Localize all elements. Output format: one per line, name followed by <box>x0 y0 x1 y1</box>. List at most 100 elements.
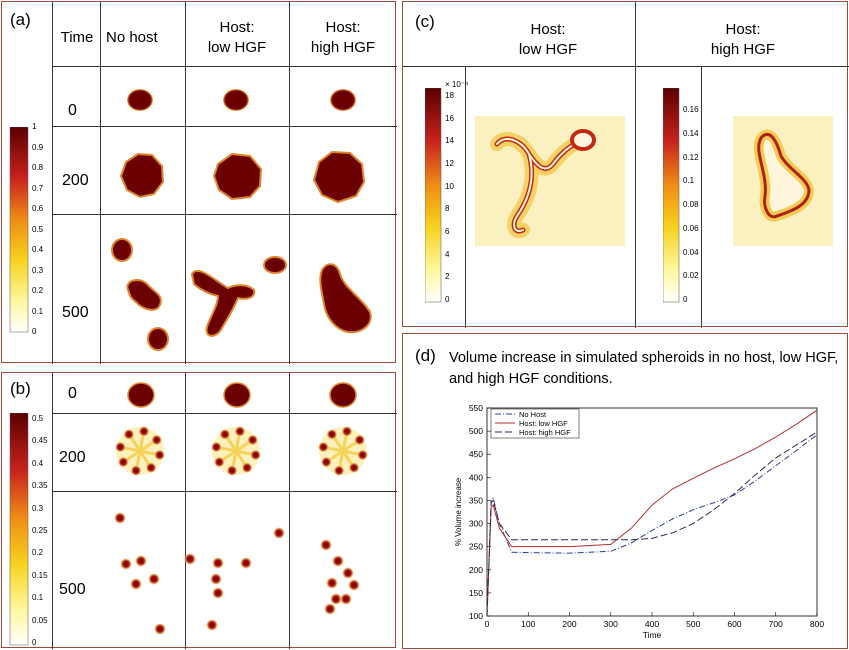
cell-dot <box>324 603 336 615</box>
colorbar-tick-label: 16 <box>445 113 454 123</box>
colorbar-tick-label: 0.04 <box>683 247 699 257</box>
cell-dot <box>148 573 160 585</box>
colorbar-tick-label: 0.14 <box>683 128 699 138</box>
panel-c: (c) Host: low HGF Host: high HGF × 10⁻⁴ … <box>402 1 849 328</box>
divider <box>403 66 849 67</box>
divider <box>289 373 290 649</box>
divider <box>52 413 397 414</box>
col-header-line: high HGF <box>710 41 776 58</box>
hgf-field-high <box>733 116 833 246</box>
spheroid <box>223 89 249 111</box>
legend-label: No Host <box>519 410 547 419</box>
cell-dot <box>135 555 147 567</box>
cell-dot <box>211 442 222 453</box>
colorbar-tick-label: 0.08 <box>683 200 699 209</box>
y-tick-label: 550 <box>469 403 483 413</box>
colorbar-tick-label: 0.5 <box>32 414 44 423</box>
panel-d: (d) Volume increase in simulated spheroi… <box>402 333 848 649</box>
divider <box>52 214 397 215</box>
divider <box>52 126 397 127</box>
y-tick-label: 400 <box>469 472 483 482</box>
colorbar-tick-label: 2 <box>445 272 450 282</box>
colorbar-tick-label: 0.12 <box>683 152 699 162</box>
panel-a-label: (a) <box>10 10 31 29</box>
cell-dot <box>320 539 332 551</box>
colorbar-tick-label: 0.3 <box>32 503 44 513</box>
cell-dot <box>321 457 332 468</box>
col-header-line: Host: <box>530 21 566 38</box>
colorbar-tick-label: 0.4 <box>32 458 44 468</box>
cell-dot <box>115 442 126 453</box>
cell-dot <box>341 426 352 437</box>
cell-dot <box>130 578 142 590</box>
colorbar-tick-label: 0.5 <box>32 224 44 234</box>
cell-dot <box>342 567 354 579</box>
colorbar-tick-label: 0.1 <box>683 176 695 186</box>
divider <box>185 373 186 649</box>
colorbar-tick-label: 10 <box>445 181 454 191</box>
colorbar-tick-label: 0.06 <box>683 223 699 233</box>
y-tick-label: 300 <box>469 519 483 529</box>
y-axis-label: % Volume increase <box>454 477 463 546</box>
colorbar-tick-label: 0.2 <box>32 286 44 295</box>
colorbar-tick-label: 0.16 <box>683 105 699 114</box>
spheroid <box>263 256 287 274</box>
colorbar-tick-label: 0.1 <box>32 306 44 316</box>
colorbar-tick-label: 0.4 <box>32 245 44 254</box>
x-tick-label: 400 <box>645 619 659 629</box>
y-tick-label: 250 <box>469 542 483 552</box>
cell-dot <box>123 429 134 440</box>
cell-dot <box>250 449 261 460</box>
legend-label: Host: high HGF <box>519 428 571 437</box>
plot-area <box>486 407 818 617</box>
panel-b-dots <box>114 382 368 635</box>
divider <box>100 2 101 364</box>
legend-label: Host: low HGF <box>519 419 568 428</box>
col-header-low: Host: low HGF <box>463 20 633 60</box>
panel-d-label: (d) <box>415 346 436 365</box>
col-header-line: Host: <box>325 19 361 36</box>
spheroid <box>212 152 263 201</box>
col-header-line: Host: <box>219 19 255 36</box>
spheroid <box>127 89 153 111</box>
series-line-1 <box>486 409 818 617</box>
colorbar-c2 <box>663 88 680 303</box>
divider <box>635 66 636 328</box>
colorbar-tick-label: 0.6 <box>32 204 44 213</box>
cell-dot <box>120 558 132 570</box>
x-tick-label: 100 <box>521 619 535 629</box>
y-tick-label: 500 <box>469 426 483 436</box>
cell-dot <box>330 593 342 605</box>
divider <box>701 66 702 328</box>
panel-b-label: (b) <box>10 379 31 398</box>
colorbar-exponent: × 10⁻⁴ <box>445 80 469 89</box>
cell-dot <box>210 573 222 585</box>
col-header-nohost: No host <box>106 29 158 46</box>
divider <box>635 2 636 66</box>
spheroid-outline <box>757 133 811 219</box>
cell-dot <box>114 512 126 524</box>
y-tick-label: 100 <box>469 611 483 621</box>
cell-dot <box>334 465 345 476</box>
cell-dot <box>151 434 162 445</box>
col-header-time: Time <box>60 29 94 46</box>
x-tick-label: 800 <box>810 619 824 629</box>
panel-a-blobs <box>111 89 372 351</box>
cell-dot <box>154 623 166 635</box>
spheroid <box>312 150 366 204</box>
divider <box>185 2 186 364</box>
cell-dot <box>340 593 352 605</box>
cell-dot <box>206 619 218 631</box>
col-header-high: Host: high HGF <box>639 20 847 60</box>
time-label-500: 500 <box>62 304 89 321</box>
cell-dot <box>349 462 360 473</box>
y-tick-label: 450 <box>469 449 483 459</box>
cell-dot <box>154 449 165 460</box>
colorbar-b <box>9 413 29 646</box>
col-header-high: Host: high HGF <box>291 18 395 58</box>
cell-dot <box>184 553 196 565</box>
panel-c-label: (c) <box>415 12 435 31</box>
cell-dot <box>214 457 225 468</box>
col-header-line: Host: <box>725 21 761 38</box>
colorbar-tick-label: 14 <box>445 136 454 146</box>
